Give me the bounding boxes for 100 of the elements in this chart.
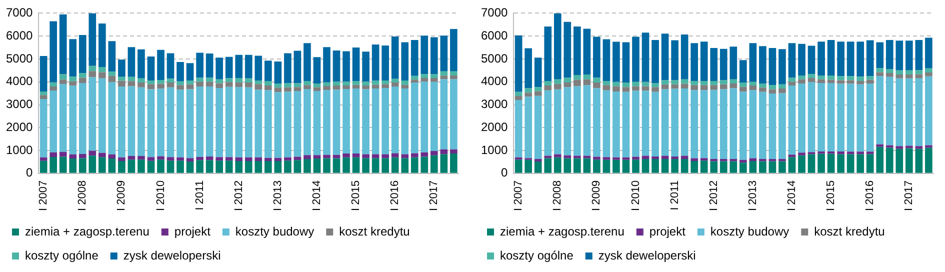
bar — [652, 40, 659, 84]
legend-label: ziemia + zagosp.terenu — [500, 224, 624, 238]
bar — [690, 90, 698, 158]
bar — [730, 88, 738, 159]
bar — [720, 89, 728, 159]
bar — [827, 83, 835, 152]
bar — [710, 80, 718, 86]
bar — [593, 78, 600, 83]
bar — [710, 85, 718, 90]
bar — [196, 156, 204, 160]
bar — [284, 87, 292, 92]
bar — [40, 56, 48, 92]
bar — [225, 56, 233, 78]
bar — [176, 81, 184, 86]
bar — [915, 78, 923, 146]
bar — [925, 72, 932, 76]
bar — [778, 84, 786, 88]
bar — [661, 34, 669, 80]
bar — [740, 92, 747, 160]
bar — [680, 88, 688, 156]
bar — [661, 89, 669, 156]
bar — [186, 162, 194, 173]
bar — [450, 154, 458, 173]
bar — [138, 78, 145, 83]
bar — [138, 49, 145, 78]
bar — [768, 89, 776, 94]
bar — [430, 74, 438, 78]
bar — [88, 66, 96, 72]
bar — [410, 82, 418, 154]
bar — [886, 145, 894, 148]
bar — [50, 86, 58, 91]
bar — [846, 152, 854, 154]
bar — [352, 88, 360, 154]
bar — [332, 50, 340, 82]
bar — [827, 40, 835, 76]
bar — [798, 83, 806, 153]
y-tick-label: 5000 — [6, 51, 34, 66]
bar — [642, 86, 650, 91]
bar — [362, 154, 370, 158]
bar — [837, 42, 844, 76]
bar — [225, 86, 233, 158]
bar — [59, 14, 67, 74]
bar — [176, 160, 184, 173]
bar — [98, 152, 106, 158]
bar — [166, 53, 174, 79]
bar — [430, 37, 438, 74]
bar — [837, 84, 844, 152]
bar — [759, 92, 766, 159]
bar — [690, 43, 698, 81]
bar — [382, 88, 389, 154]
bar — [128, 156, 136, 160]
y-tick-label: 2000 — [6, 120, 34, 134]
bar — [720, 48, 728, 80]
x-tick-label: I 2007 — [38, 180, 50, 212]
bar — [856, 42, 864, 77]
bar — [554, 157, 562, 173]
bar — [176, 157, 184, 161]
bar — [304, 43, 311, 81]
bar — [157, 80, 164, 84]
bar — [671, 156, 678, 159]
bar — [313, 158, 321, 173]
bar — [186, 89, 194, 158]
bar — [700, 80, 708, 86]
bar — [574, 80, 581, 86]
bar — [514, 96, 522, 100]
bar — [602, 39, 610, 81]
legend-label: koszt kredytu — [814, 224, 885, 238]
bar — [642, 32, 650, 82]
bar — [925, 76, 932, 146]
bar — [186, 158, 194, 162]
legend-label: koszty ogólne — [500, 248, 574, 262]
bar — [544, 26, 552, 81]
bar — [88, 77, 96, 151]
bar — [264, 80, 272, 86]
bar — [254, 84, 262, 90]
bar — [176, 62, 184, 82]
bar — [284, 53, 292, 84]
bar — [216, 160, 223, 173]
bar — [886, 72, 894, 77]
bar — [391, 86, 399, 154]
bar — [332, 90, 340, 155]
bar — [886, 76, 894, 146]
y-tick-label: 2000 — [480, 120, 508, 134]
bar — [514, 100, 522, 158]
bar — [680, 84, 688, 88]
x-tick-label: I 2008 — [552, 180, 564, 212]
bar — [876, 76, 884, 144]
bar — [166, 157, 174, 161]
bar — [362, 89, 370, 154]
bar — [583, 85, 591, 156]
bar — [166, 160, 174, 173]
bar — [925, 38, 932, 68]
bar — [78, 34, 86, 74]
bar — [264, 158, 272, 162]
legend-label: projekt — [649, 224, 686, 238]
bar — [147, 89, 155, 158]
bar — [157, 160, 164, 173]
bar — [866, 152, 874, 154]
bar — [837, 76, 844, 80]
bar — [808, 82, 816, 152]
